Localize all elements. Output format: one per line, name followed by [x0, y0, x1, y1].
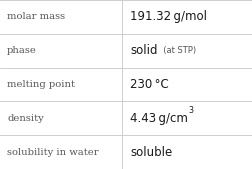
Text: phase: phase: [7, 46, 37, 55]
Text: 230 °C: 230 °C: [130, 78, 169, 91]
Text: 4.43 g/cm: 4.43 g/cm: [130, 112, 188, 125]
Text: soluble: soluble: [130, 146, 172, 159]
Text: solubility in water: solubility in water: [7, 148, 99, 157]
Text: 191.32 g/mol: 191.32 g/mol: [130, 10, 207, 23]
Text: melting point: melting point: [7, 80, 75, 89]
Text: 3: 3: [188, 106, 193, 115]
Text: (at STP): (at STP): [158, 46, 196, 55]
Text: solid: solid: [130, 44, 158, 57]
Text: density: density: [7, 114, 44, 123]
Text: molar mass: molar mass: [7, 12, 65, 21]
